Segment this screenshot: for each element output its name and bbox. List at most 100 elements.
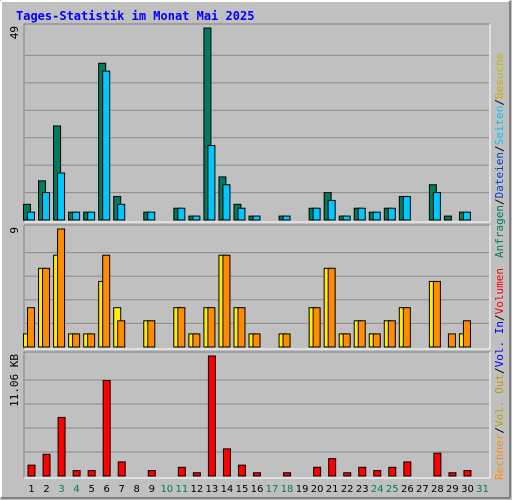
bar-rechner-day-5 (87, 333, 96, 348)
legend-item: Volumen (493, 268, 506, 314)
chart-title: Tages-Statistik im Monat Mai 2025 (16, 9, 254, 23)
bar-dateien-day-20 (312, 207, 321, 221)
x-tick-label-day-29: 29 (446, 484, 459, 495)
x-tick-label-day-17: 17 (266, 484, 279, 495)
legend-item: Rechner (493, 433, 506, 480)
y-max-label: 11.06 KB (8, 354, 21, 407)
bar-dateien-day-11 (177, 207, 186, 221)
legend-hits: Anfragen/Dateien/Seiten/Besuche (493, 53, 506, 258)
bar-rechner-day-7 (117, 320, 126, 348)
legend-separator: / (493, 427, 506, 434)
bar-volumen-day-15 (237, 464, 246, 477)
legend-visits: Rechner/Vol. Out/Vol. In/Volumen (493, 268, 506, 480)
bar-dateien-day-30 (462, 211, 471, 221)
x-tick-label-day-25: 25 (386, 484, 399, 495)
x-tick-label-day-11: 11 (175, 484, 188, 495)
bar-rechner-day-28 (432, 280, 441, 348)
bar-dateien-day-3 (57, 172, 66, 221)
x-tick-label-day-1: 1 (28, 484, 34, 495)
bar-rechner-day-15 (237, 307, 246, 348)
bar-rechner-day-12 (192, 333, 201, 348)
x-tick-label-day-16: 16 (251, 484, 264, 495)
bar-dateien-day-9 (147, 211, 156, 221)
x-tick-label-day-20: 20 (311, 484, 324, 495)
bar-dateien-day-14 (222, 184, 231, 221)
x-tick-label-day-26: 26 (401, 484, 414, 495)
bar-rechner-day-3 (57, 228, 66, 348)
bar-rechner-day-1 (27, 307, 36, 348)
bar-volumen-day-5 (87, 470, 96, 477)
bar-rechner-day-29 (447, 333, 456, 348)
y-max-label: 9 (8, 227, 21, 234)
bar-volumen-day-26 (403, 461, 412, 477)
bar-dateien-day-1 (27, 211, 36, 221)
bar-volumen-day-16 (253, 472, 261, 477)
bar-rechner-day-4 (72, 333, 81, 348)
x-tick-label-day-22: 22 (341, 484, 354, 495)
bar-rechner-day-26 (402, 307, 411, 348)
bar-dateien-day-7 (117, 203, 126, 221)
bar-volumen-day-28 (433, 452, 442, 477)
bar-rechner-day-20 (312, 307, 321, 348)
legend-separator: / (493, 99, 506, 106)
bar-volumen-day-12 (192, 472, 201, 477)
legend-separator: / (493, 314, 506, 321)
bar-volumen-day-2 (42, 453, 51, 477)
x-tick-label-day-13: 13 (206, 484, 219, 495)
legend-item: Anfragen (493, 205, 506, 258)
bar-dateien-day-18 (282, 215, 291, 221)
x-tick-label-day-18: 18 (281, 484, 294, 495)
right-legend: Anfragen/Dateien/Seiten/BesucheRechner/V… (493, 53, 506, 480)
bar-dateien-day-22 (342, 215, 351, 221)
bar-rechner-day-22 (342, 333, 351, 348)
bar-dateien-day-12 (192, 215, 201, 221)
x-tick-label-day-21: 21 (326, 484, 339, 495)
y-max-label: 49 (8, 26, 21, 39)
bar-volumen-day-30 (463, 470, 472, 477)
x-tick-label-day-8: 8 (134, 484, 140, 495)
bar-rechner-day-6 (102, 254, 111, 348)
bar-dateien-day-5 (87, 211, 96, 221)
x-tick-label-day-2: 2 (43, 484, 49, 495)
x-tick-label-day-4: 4 (73, 484, 79, 495)
bar-dateien-day-25 (387, 207, 396, 221)
bar-volumen-day-6 (102, 380, 111, 477)
bar-dateien-day-21 (327, 199, 336, 221)
bar-volumen-day-13 (207, 355, 216, 477)
bar-rechner-day-24 (372, 333, 381, 348)
bar-dateien-day-13 (207, 145, 216, 221)
bar-rechner-day-30 (462, 320, 471, 348)
x-tick-label-day-24: 24 (371, 484, 384, 495)
bar-volumen-day-24 (373, 470, 382, 477)
bar-dateien-day-2 (42, 192, 51, 221)
bar-rechner-day-16 (252, 333, 261, 348)
x-tick-label-day-6: 6 (103, 484, 109, 495)
x-tick-label-day-31: 31 (476, 484, 489, 495)
bar-rechner-day-25 (387, 320, 396, 348)
bar-volumen-day-20 (313, 466, 322, 477)
bar-dateien-day-16 (252, 215, 261, 221)
bar-volumen-day-18 (283, 472, 292, 477)
bar-rechner-day-21 (327, 267, 336, 348)
legend-item: Dateien (493, 152, 506, 198)
bar-volumen-day-9 (147, 470, 156, 477)
x-tick-label-day-23: 23 (356, 484, 369, 495)
legend-item: Seiten (493, 106, 506, 146)
chart-panels: 49 9 11.06 KB (8, 23, 491, 479)
bar-volumen-day-14 (222, 448, 231, 477)
bar-rechner-day-14 (222, 254, 231, 348)
bar-rechner-day-18 (282, 333, 291, 348)
bar-dateien-day-28 (432, 192, 441, 221)
series-anfragen (23, 27, 467, 221)
bar-volumen-day-25 (388, 466, 397, 477)
bar-rechner-day-23 (357, 320, 366, 348)
bar-rechner-day-2 (42, 267, 51, 348)
bar-dateien-day-4 (72, 211, 81, 221)
panel-hits: 49 (8, 23, 491, 223)
bar-rechner-day-13 (207, 307, 216, 348)
bar-volumen-day-29 (448, 472, 457, 477)
bar-volumen-day-21 (328, 458, 337, 477)
bar-volumen-day-11 (177, 466, 186, 477)
bar-dateien-day-6 (102, 70, 111, 221)
